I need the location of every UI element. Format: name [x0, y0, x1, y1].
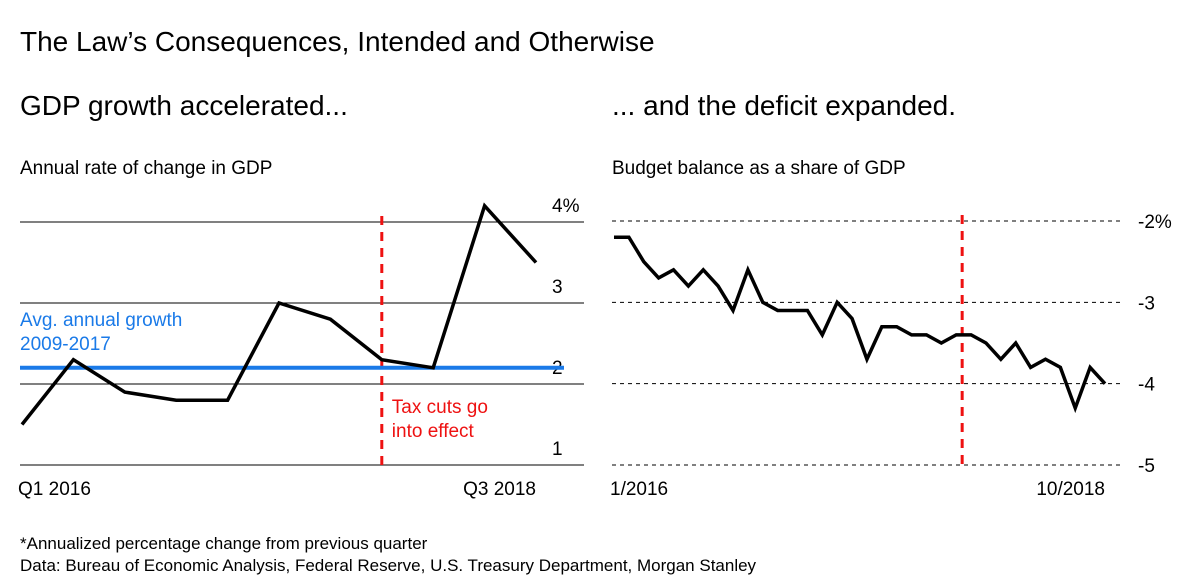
footnote: *Annualized percentage change from previ…: [20, 534, 428, 553]
right-ylabel: Budget balance as a share of GDP: [612, 158, 906, 179]
average-label: Avg. annual growth: [20, 310, 182, 331]
y-tick-label: 3: [552, 277, 563, 298]
x-tick-label: 10/2018: [1036, 479, 1105, 500]
x-tick-label: Q3 2018: [463, 479, 536, 500]
chart-title: The Law’s Consequences, Intended and Oth…: [20, 26, 655, 57]
tax-cuts-label: into effect: [392, 421, 475, 442]
left-ylabel: Annual rate of change in GDP: [20, 158, 273, 179]
x-tick-label: 1/2016: [610, 479, 668, 500]
y-tick-label: -5: [1138, 456, 1155, 477]
x-tick-label: Q1 2016: [18, 479, 91, 500]
average-label: 2009-2017: [20, 334, 111, 355]
source: Data: Bureau of Economic Analysis, Feder…: [20, 556, 757, 575]
y-tick-label: 1: [552, 439, 563, 460]
left-subtitle: GDP growth accelerated...: [20, 90, 348, 121]
right-subtitle: ... and the deficit expanded.: [612, 90, 957, 121]
tax-cuts-label: Tax cuts go: [392, 397, 488, 418]
y-tick-label: -4: [1138, 375, 1155, 396]
y-tick-label: -3: [1138, 293, 1155, 314]
y-tick-label: 4%: [552, 196, 580, 217]
y-tick-label: -2%: [1138, 212, 1172, 233]
series-line: [614, 235, 1107, 414]
